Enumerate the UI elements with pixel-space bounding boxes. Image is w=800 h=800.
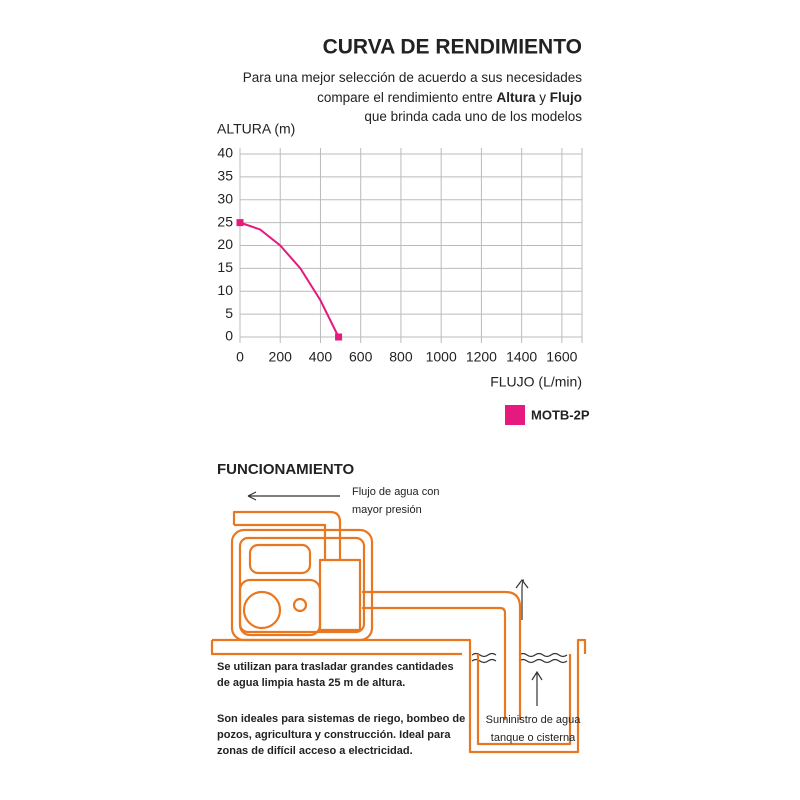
x-axis-label: FLUJO (L/min): [490, 374, 582, 390]
x-tick-label: 400: [309, 349, 333, 365]
description-text: y: [535, 89, 550, 105]
y-axis-label: ALTURA (m): [217, 121, 295, 137]
x-tick-label: 1400: [506, 349, 537, 365]
description-text: que brinda cada uno de los modelos: [364, 109, 582, 124]
pump-diagram: [210, 491, 587, 754]
point-marker: [335, 333, 343, 341]
paragraph-line: de agua limpia hasta 25 m de altura.: [217, 677, 405, 689]
description-text: Para una mejor selección de acuerdo a su…: [242, 70, 582, 85]
description-text: Altura: [496, 89, 536, 105]
description-line: que brinda cada uno de los modelos: [243, 107, 582, 127]
y-tick-label: 35: [217, 168, 233, 184]
description-line: Para una mejor selección de acuerdo a su…: [243, 68, 582, 88]
x-tick-label: 1600: [546, 349, 577, 365]
x-tick-label: 600: [349, 349, 373, 365]
flow-label: mayor presión: [352, 504, 422, 516]
point-marker: [236, 219, 244, 227]
y-tick-label: 0: [225, 328, 233, 344]
paragraph-line: Son ideales para sistemas de riego, bomb…: [217, 713, 465, 725]
y-tick-label: 15: [217, 259, 233, 275]
y-tick-label: 20: [217, 236, 233, 252]
flow-label: Flujo de agua con: [352, 486, 439, 498]
description-text: compare el rendimiento entre: [317, 89, 497, 105]
supply-label: tanque o cisterna: [491, 732, 576, 744]
chart-title: CURVA DE RENDIMIENTO: [323, 36, 582, 59]
legend-swatch: [505, 405, 525, 425]
y-tick-label: 5: [225, 305, 233, 321]
y-tick-label: 10: [217, 282, 233, 298]
y-tick-label: 25: [217, 213, 233, 229]
x-tick-label: 0: [236, 349, 244, 365]
section-title: FUNCIONAMIENTO: [217, 461, 355, 478]
description-line: compare el rendimiento entre Altura y Fl…: [243, 88, 582, 108]
paragraph-line: pozos, agricultura y construcción. Ideal…: [217, 729, 451, 741]
x-tick-label: 200: [269, 349, 293, 365]
y-tick-label: 30: [217, 190, 233, 206]
x-tick-label: 1000: [426, 349, 457, 365]
description: Para una mejor selección de acuerdo a su…: [243, 68, 582, 127]
paragraph-line: Se utilizan para trasladar grandes canti…: [217, 661, 454, 673]
paragraph-line: zonas de difícil acceso a electricidad.: [217, 745, 413, 757]
legend-label: MOTB-2P: [531, 407, 590, 422]
x-tick-label: 1200: [466, 349, 497, 365]
x-tick-label: 800: [389, 349, 413, 365]
series-line: [239, 221, 340, 338]
description-text: Flujo: [549, 89, 582, 105]
y-tick-label: 40: [217, 145, 233, 161]
supply-label: Suministro de agua: [486, 714, 582, 726]
